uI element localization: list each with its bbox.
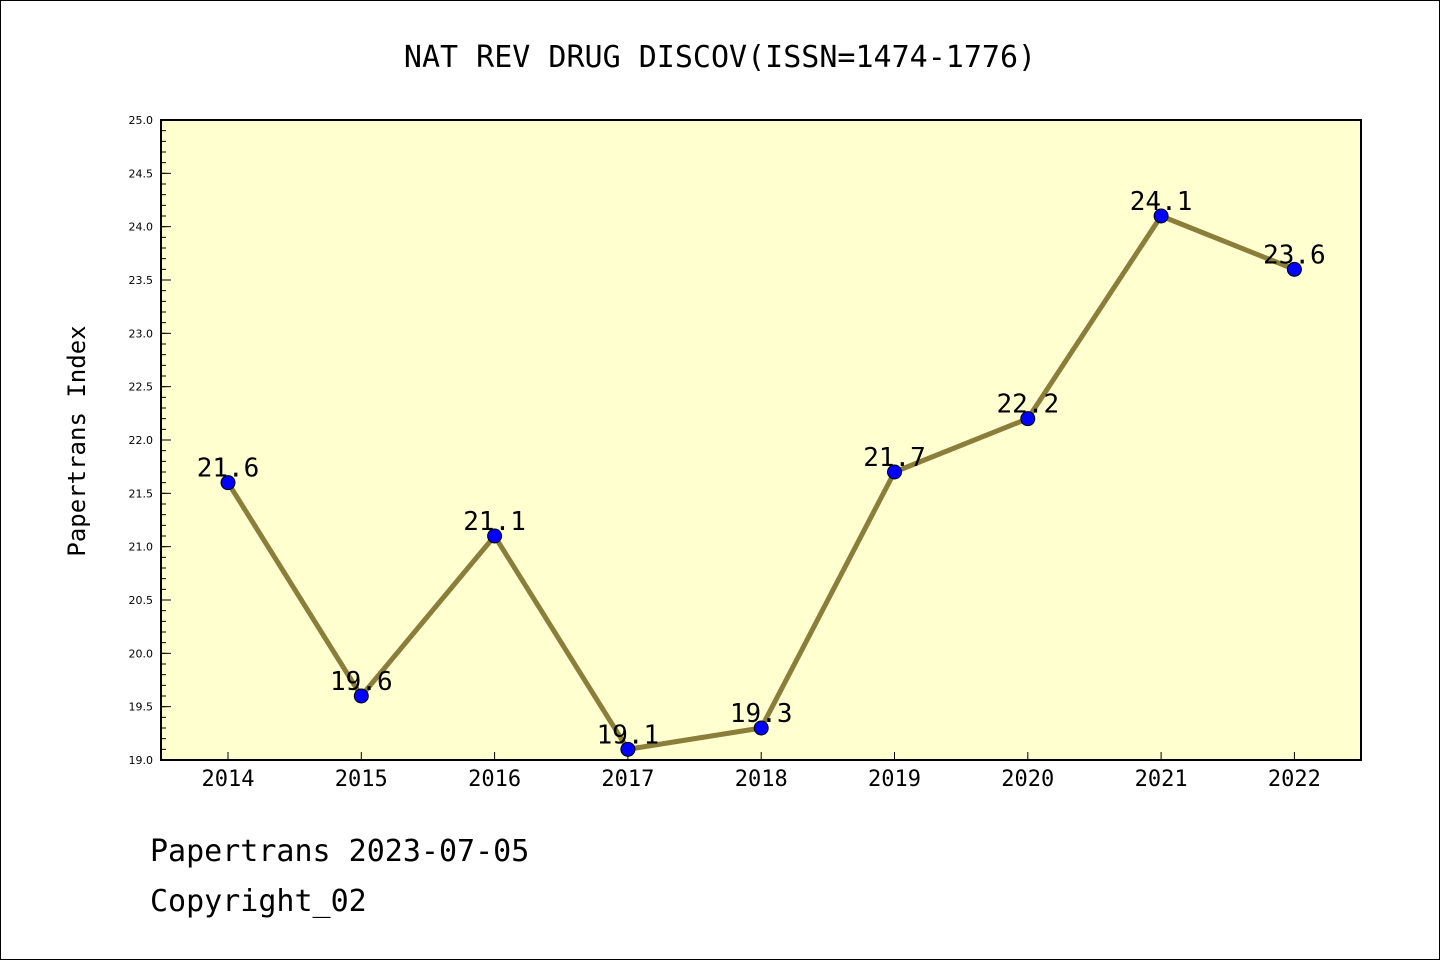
x-tick-label: 2016 — [468, 767, 521, 792]
x-tick-label: 2018 — [735, 767, 788, 792]
y-tick-label: 24.5 — [129, 167, 154, 180]
data-label: 22.2 — [996, 390, 1059, 420]
data-point — [887, 464, 902, 480]
data-label: 24.1 — [1130, 187, 1193, 217]
y-tick-label: 21.0 — [129, 541, 154, 554]
y-tick-label: 21.5 — [129, 487, 154, 500]
data-labels: 21.6 19.6 21.1 19.1 19.3 21.7 22.2 24.1 23.6 — [197, 187, 1326, 750]
y-axis-ticks: 19.0 19.5 20.0 20.5 21.0 21.5 22.0 22.5 23.0 23.5… — [129, 114, 171, 767]
x-tick-label: 2014 — [202, 767, 255, 792]
data-point — [753, 720, 769, 736]
y-tick-label: 22.0 — [129, 434, 154, 447]
x-tick-label: 2021 — [1135, 767, 1188, 792]
y-tick-label: 20.5 — [129, 594, 154, 607]
footer-copyright: Copyright_02 — [150, 884, 367, 919]
data-label: 19.6 — [330, 667, 393, 697]
data-point — [353, 688, 369, 704]
chart-title: NAT REV DRUG DISCOV(ISSN=1474-1776) — [404, 40, 1036, 75]
data-point — [1020, 411, 1036, 427]
data-point — [220, 475, 236, 491]
x-tick-label: 2022 — [1268, 767, 1321, 792]
data-markers — [220, 208, 1302, 757]
x-tick-label: 2019 — [868, 767, 921, 792]
data-point — [620, 741, 636, 757]
data-point — [1153, 208, 1169, 224]
y-tick-label: 20.0 — [129, 647, 154, 660]
data-label: 21.6 — [197, 454, 260, 484]
y-tick-label: 19.5 — [129, 701, 154, 714]
y-tick-label: 23.0 — [129, 327, 154, 340]
data-label: 21.1 — [463, 507, 526, 537]
y-axis-label: Papertrans Index — [63, 325, 91, 556]
data-point — [1286, 261, 1302, 277]
y-tick-label: 24.0 — [129, 221, 154, 234]
data-label: 23.6 — [1263, 240, 1326, 270]
x-tick-label: 2015 — [335, 767, 388, 792]
data-label: 19.1 — [597, 720, 660, 750]
y-tick-label: 23.5 — [129, 274, 154, 287]
y-tick-label: 19.0 — [129, 754, 154, 767]
y-tick-label: 22.5 — [129, 381, 154, 394]
footer-date: Papertrans 2023-07-05 — [150, 834, 530, 869]
x-axis-ticks: 2014 2015 2016 2017 2018 2019 2020 2021 2022 — [202, 752, 1321, 792]
data-point — [487, 528, 503, 544]
y-tick-label: 25.0 — [129, 114, 154, 127]
data-label: 21.7 — [863, 443, 926, 473]
data-label: 19.3 — [730, 699, 793, 729]
plot-area — [160, 119, 1362, 761]
x-tick-label: 2017 — [601, 767, 654, 792]
x-tick-label: 2020 — [1001, 767, 1054, 792]
